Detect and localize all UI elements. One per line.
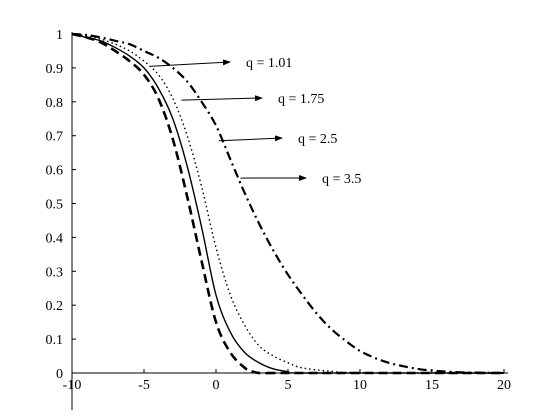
- annotations: q = 1.01 q = 1.75 q = 2.5 q = 3.5: [151, 56, 361, 187]
- x-tick-label: 0: [213, 378, 220, 393]
- annotation-arrow: [181, 95, 263, 102]
- series-line-4: [71, 32, 505, 375]
- x-tick-label: -10: [63, 378, 82, 393]
- x-tick-label: 10: [353, 378, 367, 393]
- annotation-label: q = 2.5: [298, 132, 337, 147]
- y-tick-label: 0: [56, 367, 63, 382]
- y-tick-label: 0.1: [46, 333, 64, 348]
- annotation-label: q = 1.01: [246, 56, 292, 71]
- y-tick-label: 0.9: [46, 62, 64, 77]
- y-tick-label: 0.7: [46, 130, 64, 145]
- y-tick-label: 0.5: [46, 198, 64, 213]
- series-line-1: [71, 32, 504, 375]
- y-tick-label: 0.6: [46, 164, 64, 179]
- y-tick-label: 0.3: [46, 265, 64, 280]
- x-tick-label: 5: [285, 378, 292, 393]
- y-tick-label: 0.4: [46, 231, 64, 246]
- x-tick-label: -5: [138, 378, 150, 393]
- x-tick-label: 15: [425, 378, 439, 393]
- annotation-arrow: [218, 135, 283, 142]
- axes: -10 -5 0 5 10 15 20 0 0.1 0.2 0.3 0.4 0.5 0.6 0.7 0.8 0.…: [46, 28, 511, 410]
- series-line-2: [71, 33, 505, 374]
- series-line-3: [71, 33, 505, 374]
- y-tick-label: 1: [56, 28, 63, 43]
- y-tick-label: 0.8: [46, 96, 64, 111]
- annotation-arrow: [151, 59, 231, 67]
- series-group: [71, 32, 505, 375]
- y-tick-label: 0.2: [46, 299, 64, 314]
- x-tick-label: 20: [497, 378, 511, 393]
- annotation-label: q = 1.75: [278, 92, 324, 107]
- annotation-label: q = 3.5: [322, 172, 361, 187]
